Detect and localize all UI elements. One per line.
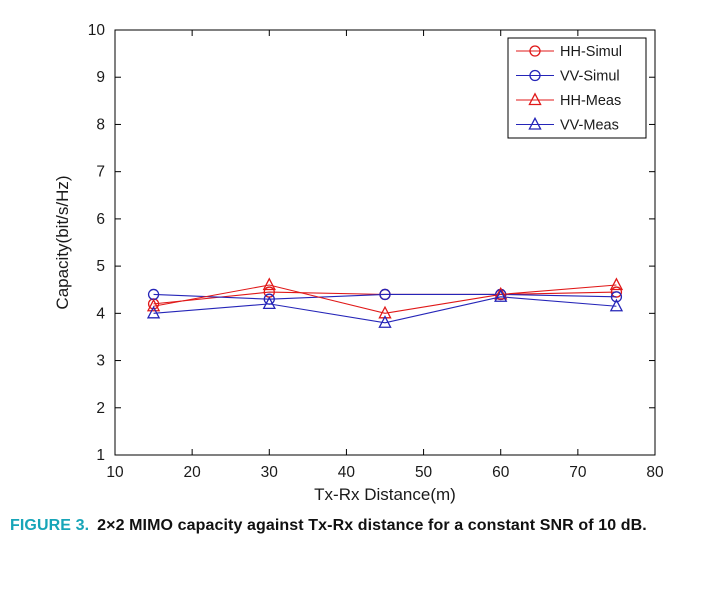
x-tick-label: 50 bbox=[415, 464, 433, 481]
legend-item-VV-Meas: VV-Meas bbox=[516, 116, 619, 134]
x-tick-label: 30 bbox=[261, 464, 279, 481]
legend-item-HH-Simul: HH-Simul bbox=[516, 44, 622, 60]
y-tick-label: 5 bbox=[96, 258, 105, 275]
legend-label: VV-Meas bbox=[560, 118, 619, 134]
series-VV-Meas bbox=[146, 289, 624, 328]
x-tick-label: 10 bbox=[106, 464, 124, 481]
x-tick-label: 70 bbox=[569, 464, 587, 481]
legend-label: VV-Simul bbox=[560, 69, 620, 85]
y-axis: 1 2 3 4 5 6 7 8 9 10 bbox=[88, 22, 655, 464]
series-VV-Simul bbox=[147, 288, 623, 305]
y-tick-label: 1 bbox=[96, 447, 105, 464]
y-tick-label: 8 bbox=[96, 116, 105, 133]
legend-item-VV-Simul: VV-Simul bbox=[516, 69, 620, 85]
y-tick-label: 9 bbox=[96, 69, 105, 86]
chart-svg: 10 20 30 40 50 60 70 80 1 2 3 4 5 6 7 8 9 10 Tx-Rx Distanc… bbox=[53, 22, 664, 504]
legend-item-HH-Meas: HH-Meas bbox=[516, 92, 621, 109]
x-axis-label: Tx-Rx Distance(m) bbox=[314, 485, 456, 504]
x-tick-label: 60 bbox=[492, 464, 510, 481]
x-tick-label: 20 bbox=[184, 464, 202, 481]
series-HH-Meas bbox=[146, 277, 624, 319]
plot-box bbox=[114, 29, 656, 456]
x-tick-label: 40 bbox=[338, 464, 356, 481]
capacity-chart: 10 20 30 40 50 60 70 80 1 2 3 4 5 6 7 8 9 10 Tx-Rx Distanc… bbox=[53, 22, 664, 504]
y-tick-label: 10 bbox=[88, 22, 106, 39]
x-tick-label: 80 bbox=[646, 464, 664, 481]
y-tick-label: 4 bbox=[96, 305, 105, 322]
figure-caption-text: 2×2 MIMO capacity against Tx-Rx distance… bbox=[97, 517, 647, 534]
legend-label: HH-Simul bbox=[560, 44, 622, 60]
x-axis: 10 20 30 40 50 60 70 80 bbox=[106, 30, 664, 481]
legend-label: HH-Meas bbox=[560, 93, 621, 109]
y-axis-label: Capacity(bit/s/Hz) bbox=[53, 175, 72, 309]
y-tick-label: 6 bbox=[96, 211, 105, 228]
y-tick-label: 7 bbox=[96, 164, 105, 181]
legend: HH-Simul VV-Simul HH-Meas VV-Meas bbox=[507, 37, 647, 139]
figure-caption-label: FIGURE 3. bbox=[10, 517, 90, 534]
figure-caption: FIGURE 3. 2×2 MIMO capacity against Tx-Rx… bbox=[10, 514, 678, 537]
y-tick-label: 3 bbox=[96, 353, 105, 370]
y-tick-label: 2 bbox=[96, 400, 105, 417]
